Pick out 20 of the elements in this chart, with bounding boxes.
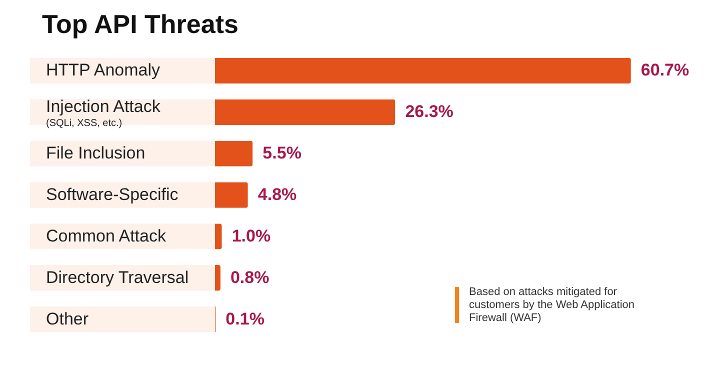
data-label: 0.8% <box>230 268 270 287</box>
bar <box>215 140 253 166</box>
data-label: 1.0% <box>232 226 271 246</box>
chart-title: Top API Threats <box>42 9 238 39</box>
data-label: 26.3% <box>405 102 454 122</box>
data-label: 4.8% <box>258 185 297 204</box>
y-tick-label: Directory Traversal <box>46 268 189 287</box>
y-tick-label: Software-Specific <box>46 185 179 204</box>
y-tick-label: Injection Attack (SQLi, XSS, etc.) <box>46 97 161 130</box>
data-label: 5.5% <box>262 144 302 163</box>
data-label: 0.1% <box>226 309 264 328</box>
annotation: Based on attacks mitigated for customers by the Web Application Firewall (WAF) <box>469 286 634 324</box>
y-tick-label: Other <box>46 309 89 328</box>
data-label: 60.7% <box>640 60 690 80</box>
bar <box>215 265 220 291</box>
y-tick-label: Common Attack <box>46 226 166 246</box>
bar <box>215 224 222 250</box>
bar <box>215 182 248 208</box>
y-tick-label: HTTP Anomaly <box>46 60 161 80</box>
y-tick-label: File Inclusion <box>46 144 146 163</box>
